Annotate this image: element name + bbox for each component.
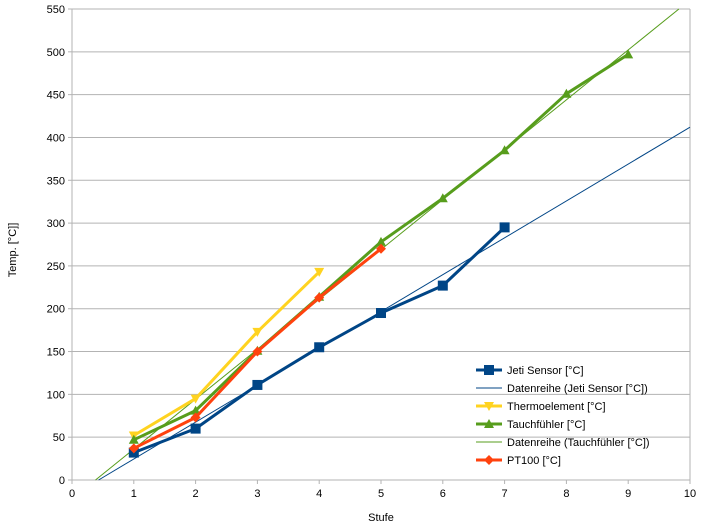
x-tick-label: 3 <box>254 488 260 500</box>
y-tick-label: 400 <box>47 132 65 144</box>
series <box>95 8 691 481</box>
x-tick-label: 10 <box>684 488 696 500</box>
legend-marker <box>484 365 494 375</box>
x-tick-label: 6 <box>440 488 446 500</box>
data-point <box>561 88 572 98</box>
grid-lines <box>72 8 690 438</box>
y-tick-label: 0 <box>59 475 65 487</box>
data-point <box>314 342 325 353</box>
legend-marker <box>484 455 494 465</box>
legend: Jeti Sensor [°C] Datenreihe (Jeti Sensor … <box>476 365 650 467</box>
data-point <box>128 443 139 454</box>
legend-entry: Tauchfühler [°C] <box>476 419 585 431</box>
data-point <box>128 434 139 444</box>
trendline <box>98 126 691 481</box>
tick-labels: 0 50 100 150 200 250 300 350 400 450 500 550 0 1 2 3 4 5 6… <box>47 4 696 500</box>
data-point <box>314 292 325 303</box>
y-tick-label: 250 <box>47 261 65 273</box>
series-2 <box>128 267 325 441</box>
legend-label: PT100 [°C] <box>507 455 561 467</box>
y-tick-label: 300 <box>47 218 65 230</box>
x-tick-label: 2 <box>193 488 199 500</box>
legend-marker <box>484 419 494 428</box>
data-point <box>499 145 510 155</box>
x-tick-label: 8 <box>563 488 569 500</box>
legend-entry: PT100 [°C] <box>476 455 561 467</box>
legend-label: Thermoelement [°C] <box>507 401 606 413</box>
data-point <box>376 308 386 319</box>
data-point <box>252 346 263 357</box>
x-tick-label: 4 <box>316 488 322 500</box>
series-1 <box>98 126 691 481</box>
data-point <box>190 412 201 423</box>
series-line <box>133 226 506 454</box>
x-tick-label: 0 <box>69 488 75 500</box>
series-5 <box>128 243 386 454</box>
legend-marker <box>484 402 494 411</box>
data-point <box>623 49 634 59</box>
legend-entry: Datenreihe (Tauchfühler [°C]) <box>476 437 650 449</box>
y-tick-label: 200 <box>47 304 65 316</box>
y-tick-label: 100 <box>47 389 65 401</box>
x-tick-label: 1 <box>131 488 137 500</box>
data-point <box>190 394 201 404</box>
x-tick-label: 9 <box>625 488 631 500</box>
series-line <box>133 270 321 437</box>
y-tick-label: 350 <box>47 175 65 187</box>
legend-entry: Jeti Sensor [°C] <box>476 365 584 377</box>
y-tick-label: 450 <box>47 90 65 102</box>
x-axis-title: Stufe <box>368 512 394 524</box>
legend-label: Datenreihe (Tauchfühler [°C]) <box>507 437 650 449</box>
data-point <box>252 327 263 337</box>
data-point <box>437 193 448 203</box>
legend-label: Jeti Sensor [°C] <box>507 365 584 377</box>
data-point <box>252 379 263 390</box>
y-tick-label: 500 <box>47 47 65 59</box>
legend-entry: Datenreihe (Jeti Sensor [°C]) <box>476 383 648 395</box>
data-point <box>190 405 201 415</box>
data-point <box>499 222 510 233</box>
data-point <box>376 236 386 246</box>
data-point <box>437 280 448 291</box>
data-point <box>190 423 201 434</box>
legend-label: Tauchfühler [°C] <box>507 419 585 431</box>
y-tick-label: 550 <box>47 4 65 16</box>
y-tick-label: 150 <box>47 347 65 359</box>
data-point <box>376 243 386 254</box>
axes <box>68 8 691 484</box>
legend-entry: Thermoelement [°C] <box>476 401 606 413</box>
legend-label: Datenreihe (Jeti Sensor [°C]) <box>507 383 648 395</box>
y-axis-title: Temp. [°C]] <box>7 223 19 278</box>
y-tick-label: 50 <box>53 432 65 444</box>
x-tick-label: 7 <box>502 488 508 500</box>
data-point <box>314 267 325 277</box>
x-tick-label: 5 <box>378 488 384 500</box>
